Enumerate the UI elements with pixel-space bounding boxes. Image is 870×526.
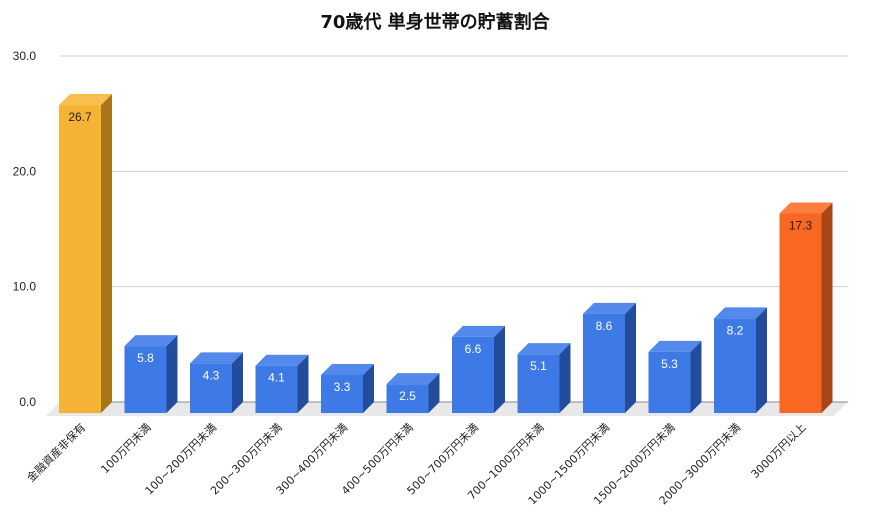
x-axis-labels: 金融資産非保有 100万円未満100~200万円未満200~300万円未満300~… bbox=[24, 420, 809, 507]
x-tick-label: 200~300万円未満 bbox=[208, 421, 285, 498]
bar-top bbox=[779, 202, 833, 214]
bar-front bbox=[779, 213, 822, 413]
y-tick-label: 20.0 bbox=[13, 164, 37, 178]
bar-value-label: 3.3 bbox=[334, 380, 351, 394]
x-tick-label: 300~400万円未満 bbox=[274, 421, 351, 498]
bar[interactable]: 26.7 bbox=[59, 94, 112, 413]
bar[interactable]: 5.1 bbox=[517, 343, 571, 413]
bar-value-label: 5.1 bbox=[530, 359, 547, 373]
bar-top bbox=[124, 335, 178, 347]
y-tick-label: 30.0 bbox=[13, 49, 37, 63]
bar-front bbox=[59, 105, 101, 413]
bar-value-label: 4.1 bbox=[268, 371, 285, 385]
bar-front bbox=[583, 313, 625, 413]
bar-side bbox=[690, 340, 702, 413]
bar-front bbox=[452, 336, 494, 413]
bar-value-label: 5.3 bbox=[661, 357, 678, 371]
bar-value-label: 4.3 bbox=[203, 368, 220, 382]
bar-front bbox=[124, 346, 167, 413]
x-tick-label: 500~700万円未満 bbox=[405, 421, 482, 498]
floor-plane bbox=[46, 402, 848, 416]
bar-front bbox=[648, 351, 691, 413]
bar-top bbox=[255, 354, 309, 366]
bar[interactable]: 2.5 bbox=[386, 373, 440, 413]
bar-top bbox=[517, 343, 571, 355]
bar[interactable]: 3.3 bbox=[321, 363, 374, 413]
bar[interactable]: 17.3 bbox=[779, 202, 833, 413]
bar[interactable]: 6.6 bbox=[452, 325, 505, 413]
bar-side bbox=[428, 373, 440, 413]
bar-side bbox=[625, 302, 636, 413]
x-tick-label: 3000万円以上 bbox=[749, 421, 809, 481]
bar-value-label: 5.8 bbox=[137, 351, 154, 365]
bar[interactable]: 5.3 bbox=[648, 340, 702, 413]
bar-side bbox=[363, 363, 374, 413]
bar-top bbox=[59, 94, 112, 106]
bar[interactable]: 8.6 bbox=[583, 302, 636, 413]
y-tick-label: 10.0 bbox=[13, 280, 37, 294]
bar[interactable]: 4.3 bbox=[190, 352, 243, 413]
bar-side bbox=[101, 94, 112, 413]
bar-front bbox=[714, 318, 756, 413]
chart-floor bbox=[46, 402, 848, 416]
bar[interactable]: 5.8 bbox=[124, 335, 178, 413]
bar-value-label: 26.7 bbox=[68, 110, 92, 124]
bar-value-label: 8.2 bbox=[727, 323, 744, 337]
bar-top bbox=[648, 340, 702, 352]
bar-front bbox=[517, 354, 560, 413]
bar-side bbox=[494, 325, 505, 413]
bar-side bbox=[559, 343, 571, 413]
x-tick-label: 400~500万円未満 bbox=[339, 421, 416, 498]
bar[interactable]: 8.2 bbox=[714, 307, 767, 413]
x-tick-label: 金融資産非保有 bbox=[24, 420, 88, 484]
bar-top bbox=[714, 307, 767, 319]
bar-side bbox=[821, 202, 833, 413]
x-tick-label: 100~200万円未満 bbox=[143, 421, 220, 498]
bar-front bbox=[190, 363, 232, 413]
bars: 26.7 5.8 4.3 4.1 3.3 2.5 6.6 5.1 8.6 5.3 8.2 17.3 bbox=[59, 94, 833, 413]
bar-front bbox=[386, 384, 429, 413]
bar-value-label: 17.3 bbox=[789, 218, 813, 232]
bar-top bbox=[583, 302, 636, 314]
chart-title: 70歳代 単身世帯の貯蓄割合 bbox=[320, 12, 550, 33]
bar[interactable]: 4.1 bbox=[255, 354, 309, 413]
bar-side bbox=[756, 307, 767, 413]
y-tick-label: 0.0 bbox=[19, 395, 36, 409]
bar-value-label: 2.5 bbox=[399, 389, 416, 403]
bar-side bbox=[297, 354, 309, 413]
bar-top bbox=[190, 352, 243, 364]
bar-top bbox=[386, 373, 440, 385]
bar-side bbox=[166, 335, 178, 413]
bar-side bbox=[232, 352, 243, 413]
bar-value-label: 8.6 bbox=[596, 319, 613, 333]
bar-top bbox=[452, 325, 505, 337]
y-axis-labels: 0.0 10.0 20.0 30.0 bbox=[13, 49, 37, 409]
bar-value-label: 6.6 bbox=[465, 342, 482, 356]
x-tick-label: 100万円未満 bbox=[98, 421, 153, 476]
bar-top bbox=[321, 363, 374, 375]
bar-front bbox=[255, 365, 298, 413]
bar-front bbox=[321, 374, 363, 413]
